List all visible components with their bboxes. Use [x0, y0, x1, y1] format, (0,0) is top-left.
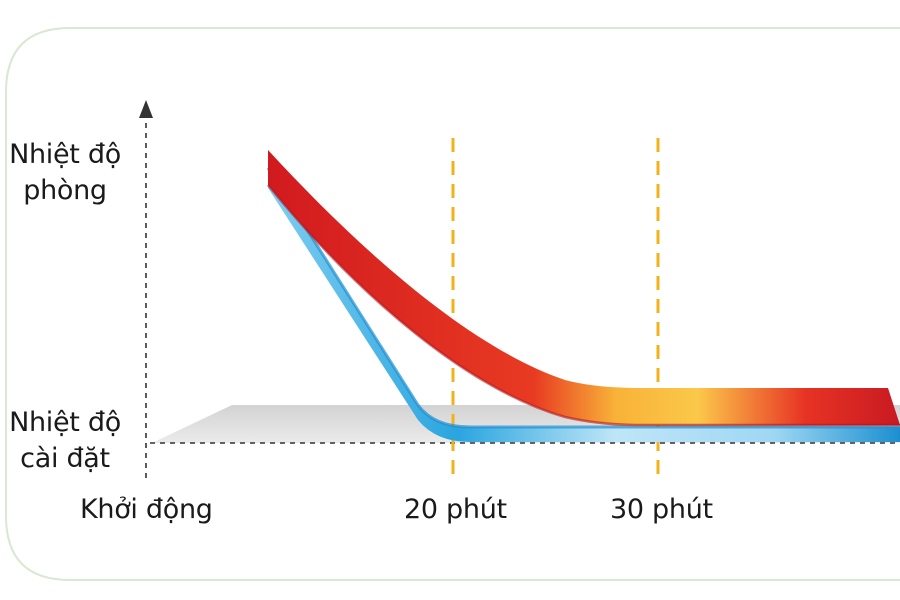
x-tick-30-min: 30 phút [610, 494, 713, 525]
fast-cooling-curve-edge [266, 167, 900, 429]
y-label-set-temp: Nhiệt độ cài đặt [0, 405, 140, 477]
x-tick-20-min: 20 phút [404, 494, 507, 525]
standard-cooling-curve-edge [267, 184, 900, 427]
y-axis-arrow [139, 100, 153, 118]
x-tick-start: Khởi động [80, 494, 213, 525]
y-label-room-temp-line1: Nhiệt độ [9, 139, 121, 170]
y-label-room-temp-line2: phòng [23, 175, 107, 206]
frame-border [5, 27, 900, 581]
standard-cooling-curve [268, 150, 900, 425]
y-label-set-temp-line2: cài đặt [20, 443, 110, 474]
y-label-set-temp-line1: Nhiệt độ [9, 407, 121, 438]
y-label-room-temp: Nhiệt độ phòng [0, 137, 140, 209]
